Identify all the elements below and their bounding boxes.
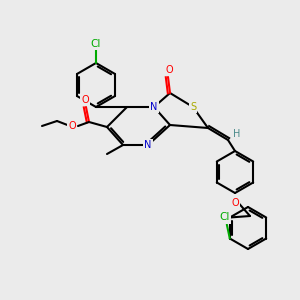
Text: S: S [190, 102, 196, 112]
Text: O: O [231, 198, 239, 208]
Text: N: N [144, 140, 152, 150]
Text: O: O [68, 121, 76, 131]
Text: O: O [81, 95, 89, 105]
Text: O: O [165, 65, 173, 75]
Text: Cl: Cl [91, 39, 101, 49]
Text: N: N [150, 102, 158, 112]
Text: Cl: Cl [220, 212, 230, 223]
Text: H: H [233, 129, 241, 139]
